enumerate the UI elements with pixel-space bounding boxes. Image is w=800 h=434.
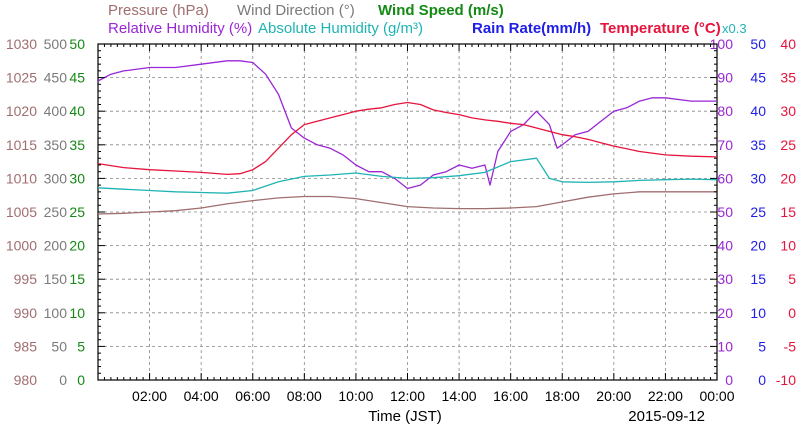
relative-humidity-tick-label: 80: [717, 103, 733, 119]
x-tick-label: 14:00: [442, 388, 477, 404]
relative-humidity-tick-label: 90: [717, 70, 733, 86]
rain-rate-tick-label: 0: [758, 372, 766, 388]
wind-speed-tick-label: 45: [69, 70, 85, 86]
series-pressure-hpa: [97, 191, 717, 215]
date-label: 2015-09-12: [628, 408, 705, 425]
series-absolute-humidity-g-m: [97, 157, 718, 194]
wind-direction-tick-label: 350: [44, 137, 68, 153]
legend-entry: Wind Direction (°): [237, 2, 355, 19]
relative-humidity-tick-label: 50: [717, 204, 733, 220]
temperature-tick-label: -10: [776, 372, 796, 388]
pressure-tick-label: 980: [14, 372, 38, 388]
wind-speed-tick-label: 5: [77, 338, 85, 354]
pressure-tick-label: 1005: [6, 204, 37, 220]
series-layer: [97, 60, 718, 215]
rain-rate-tick-label: 45: [750, 70, 766, 86]
wind-speed-tick-label: 30: [69, 170, 85, 186]
relative-humidity-tick-label: 20: [717, 305, 733, 321]
rain-rate-tick-label: 35: [750, 137, 766, 153]
series-temperature-c: [97, 101, 718, 176]
x-tick-label: 22:00: [648, 388, 683, 404]
legend-entry: Relative Humidity (%): [108, 20, 252, 37]
wind-direction-tick-label: 250: [44, 204, 68, 220]
wind-speed-tick-label: 40: [69, 103, 85, 119]
legend: Pressure (hPa) Wind Direction (°) Wind Spe…: [108, 2, 747, 37]
x-tick-label: 04:00: [184, 388, 219, 404]
pressure-tick-label: 1000: [6, 238, 37, 254]
gridlines: [98, 44, 717, 380]
x-tick-label: 02:00: [132, 388, 167, 404]
temperature-tick-label: 20: [780, 170, 796, 186]
wind-speed-tick-label: 35: [69, 137, 85, 153]
temperature-tick-label: -5: [784, 338, 797, 354]
wind-speed-tick-label: 50: [69, 36, 85, 52]
legend-entry: Wind Speed (m/s): [378, 2, 504, 19]
x-tick-label: 00:00: [699, 388, 734, 404]
temperature-tick-label: 40: [780, 36, 796, 52]
legend-entry: Absolute Humidity (g/m³): [258, 20, 423, 37]
x-tick-label: 08:00: [287, 388, 322, 404]
x-tick-label: 16:00: [493, 388, 528, 404]
wind-direction-tick-label: 300: [44, 170, 68, 186]
wind-speed-tick-label: 0: [77, 372, 85, 388]
wind-speed-tick-label: 15: [69, 271, 85, 287]
relative-humidity-tick-label: 0: [725, 372, 733, 388]
wind-speed-tick-label: 10: [69, 305, 85, 321]
legend-entry: Pressure (hPa): [108, 2, 209, 19]
x-tick-label: 12:00: [390, 388, 425, 404]
wind-direction-tick-label: 400: [44, 103, 68, 119]
temperature-tick-label: 15: [780, 204, 796, 220]
pressure-tick-label: 985: [14, 338, 38, 354]
x-tick-label: 20:00: [596, 388, 631, 404]
series-relative-humidity: [97, 60, 717, 190]
wind-speed-tick-label: 20: [69, 238, 85, 254]
relative-humidity-tick-label: 40: [717, 238, 733, 254]
pressure-tick-label: 1010: [6, 170, 37, 186]
wind-speed-tick-label: 25: [69, 204, 85, 220]
wind-direction-tick-label: 150: [44, 271, 68, 287]
temperature-tick-label: 5: [788, 271, 796, 287]
rain-rate-tick-label: 5: [758, 338, 766, 354]
pressure-tick-label: 1030: [6, 36, 37, 52]
temperature-tick-label: 0: [788, 305, 796, 321]
rain-rate-tick-label: 30: [750, 170, 766, 186]
wind-direction-tick-label: 100: [44, 305, 68, 321]
rain-rate-tick-label: 50: [750, 36, 766, 52]
x-tick-label: 10:00: [338, 388, 373, 404]
relative-humidity-tick-label: 30: [717, 271, 733, 287]
pressure-tick-label: 1020: [6, 103, 37, 119]
relative-humidity-tick-label: 100: [710, 36, 734, 52]
wind-direction-tick-label: 200: [44, 238, 68, 254]
wind-direction-tick-label: 50: [51, 338, 67, 354]
pressure-tick-label: 1025: [6, 70, 37, 86]
x-axis-title: Time (JST): [368, 408, 442, 425]
pressure-tick-label: 1015: [6, 137, 37, 153]
x-tick-label: 06:00: [235, 388, 270, 404]
pressure-tick-label: 995: [14, 271, 38, 287]
wind-direction-tick-label: 450: [44, 70, 68, 86]
legend-entry: x0.3: [722, 21, 747, 36]
wind-direction-tick-label: 500: [44, 36, 68, 52]
axis-ticks: 1030102510201015101010051000995990985980…: [6, 36, 796, 404]
legend-entry: Temperature (°C): [600, 20, 721, 37]
relative-humidity-tick-label: 70: [717, 137, 733, 153]
rain-rate-tick-label: 25: [750, 204, 766, 220]
relative-humidity-tick-label: 10: [717, 338, 733, 354]
rain-rate-tick-label: 20: [750, 238, 766, 254]
temperature-tick-label: 35: [780, 70, 796, 86]
rain-rate-tick-label: 15: [750, 271, 766, 287]
rain-rate-tick-label: 40: [750, 103, 766, 119]
pressure-tick-label: 990: [14, 305, 38, 321]
wind-direction-tick-label: 0: [59, 372, 67, 388]
temperature-tick-label: 10: [780, 238, 796, 254]
temperature-tick-label: 30: [780, 103, 796, 119]
relative-humidity-tick-label: 60: [717, 170, 733, 186]
legend-entry: Rain Rate(mm/h): [472, 20, 591, 37]
rain-rate-tick-label: 10: [750, 305, 766, 321]
temperature-tick-label: 25: [780, 137, 796, 153]
x-tick-label: 18:00: [545, 388, 580, 404]
